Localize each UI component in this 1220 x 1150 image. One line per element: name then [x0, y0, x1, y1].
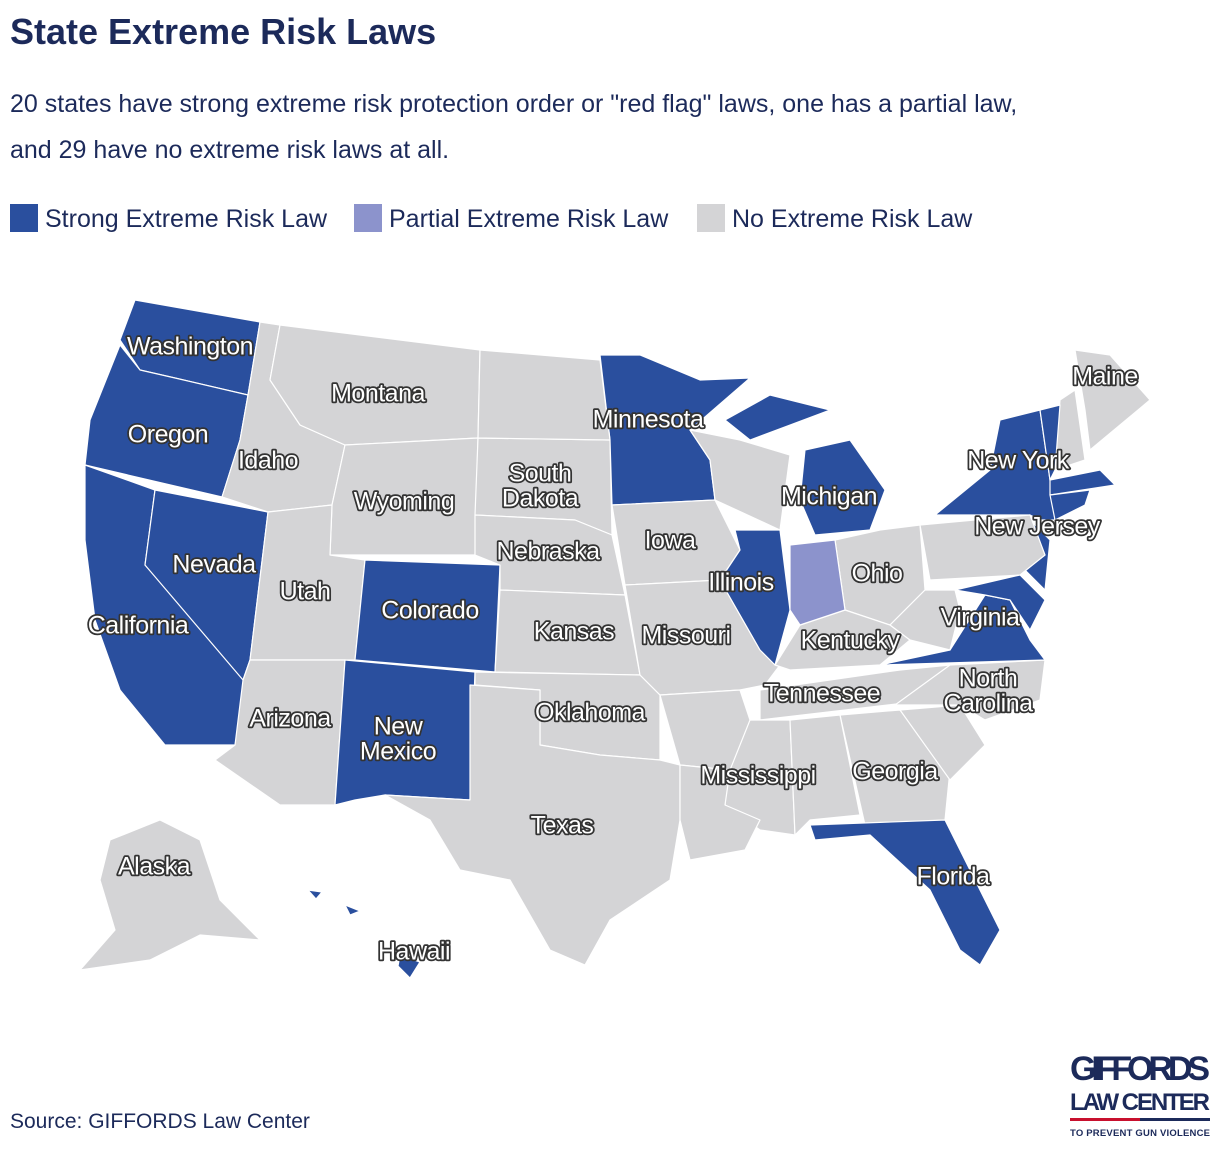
state-label: Carolina [943, 690, 1033, 718]
state-shape [724, 394, 831, 441]
state-label: California [88, 612, 189, 640]
state-label: Michigan [781, 483, 877, 511]
state-shape [789, 714, 861, 836]
state-label: Illinois [708, 569, 773, 597]
logo-line: LAW CENTER [1070, 1089, 1210, 1116]
legend-label: Partial Extreme Risk Law [389, 205, 669, 233]
state-shape [477, 349, 611, 441]
state-shape [789, 539, 846, 626]
legend-swatch [10, 204, 38, 232]
state-label: Kentucky [801, 627, 901, 655]
state-shape [1049, 489, 1091, 521]
state-label: Iowa [645, 527, 696, 555]
state-label: Montana [331, 380, 425, 408]
state-label: Georgia [852, 758, 938, 786]
state-label: Colorado [381, 597, 478, 625]
state-label: Maine [1072, 363, 1138, 391]
state-shape [344, 904, 361, 916]
state-shape [1074, 349, 1151, 451]
state-shape [954, 574, 1046, 631]
state-label: New [374, 713, 424, 741]
state-label: Idaho [238, 447, 298, 475]
legend-label: No Extreme Risk Law [732, 205, 973, 233]
state-label: Florida [917, 863, 991, 891]
state-shape [307, 889, 323, 900]
title: State Extreme Risk Laws [10, 11, 436, 52]
logo-rule [1070, 1118, 1140, 1121]
state-label: Oregon [128, 421, 208, 449]
state-label: South [509, 460, 572, 488]
state-label: Dakota [502, 485, 579, 513]
state-label: Ohio [852, 560, 903, 588]
source: Source: GIFFORDS Law Center [10, 1110, 310, 1133]
state-shape [659, 689, 751, 771]
legend-swatch [697, 204, 725, 232]
state-shape [679, 764, 761, 861]
state-label: Nevada [172, 551, 256, 579]
state-label: Texas [531, 812, 594, 840]
state-label: Washington [127, 333, 253, 361]
state-label: Mexico [360, 738, 436, 766]
state-label: Hawaii [378, 938, 450, 966]
state-shape [899, 704, 986, 781]
legend-swatch [354, 204, 382, 232]
state-shape [719, 529, 791, 666]
state-label: New Jersey [974, 513, 1101, 541]
state-label: Utah [280, 578, 331, 606]
subtitle: and 29 have no extreme risk laws at all. [10, 136, 449, 164]
state-shape [329, 437, 479, 556]
state-shape [397, 954, 421, 979]
state-label: Nebraska [497, 538, 601, 566]
subtitle: 20 states have strong extreme risk prote… [10, 90, 1017, 118]
state-shape [384, 684, 681, 966]
state-label: Arizona [249, 705, 331, 733]
unlabeled-states [477, 349, 1116, 861]
logo-rule [1140, 1118, 1210, 1121]
state-shape [1039, 404, 1061, 481]
state-shape [889, 589, 961, 651]
state-shape [799, 439, 886, 536]
state-label: Oklahoma [535, 699, 646, 727]
state-label: Tennessee [764, 680, 880, 708]
state-label: Missouri [641, 622, 730, 650]
state-label: North [959, 665, 1018, 693]
logo-tagline: TO PREVENT GUN VIOLENCE [1070, 1128, 1210, 1139]
state-label: Alaska [118, 853, 191, 881]
state-label: New York [967, 447, 1070, 475]
logo-name: GIFFORDS [1070, 1050, 1210, 1088]
state-label: Virginia [941, 604, 1021, 632]
state-label: Wyoming [354, 488, 454, 516]
state-label: Minnesota [593, 406, 704, 434]
state-shape [689, 429, 791, 531]
legend-label: Strong Extreme Risk Law [45, 205, 328, 233]
state-label: Kansas [534, 618, 614, 646]
state-shape [1049, 469, 1116, 496]
state-shape [809, 819, 1001, 966]
state-shape [79, 819, 261, 971]
state-label: Mississippi [700, 762, 815, 790]
state-shape [919, 514, 1046, 581]
